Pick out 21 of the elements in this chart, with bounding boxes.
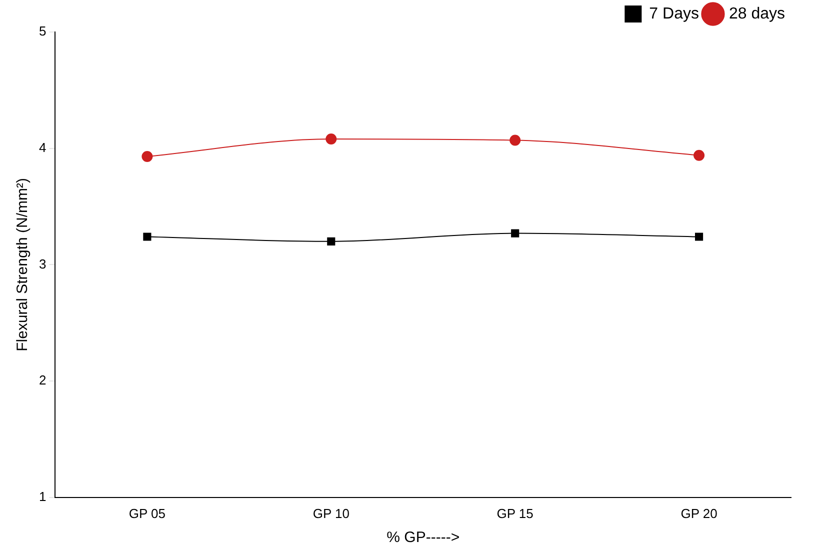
y-tick-label: 1: [38, 488, 46, 504]
x-tick-label: GP 15: [496, 506, 534, 521]
point: [143, 232, 152, 241]
x-tick-label: GP 10: [312, 506, 350, 521]
point: [326, 134, 337, 145]
y-axis-title: Flexural Strength (N/mm²): [14, 178, 32, 352]
y-tick-label: 2: [38, 372, 46, 388]
legend-label: 7 Days: [649, 5, 699, 22]
x-tick-label: GP 20: [680, 506, 718, 521]
x-tick-label: GP 05: [128, 506, 166, 521]
x-axis-title: % GP----->: [386, 529, 460, 546]
y-tick-label: 5: [38, 24, 46, 39]
point: [694, 150, 705, 161]
point: [327, 237, 336, 246]
point: [511, 229, 520, 238]
point: [142, 150, 153, 162]
point: [694, 232, 704, 241]
y-tick-label: 4: [38, 140, 46, 155]
point: [510, 134, 521, 146]
y-tick-label: 3: [38, 256, 46, 272]
legend-label: 28 days: [728, 5, 786, 22]
